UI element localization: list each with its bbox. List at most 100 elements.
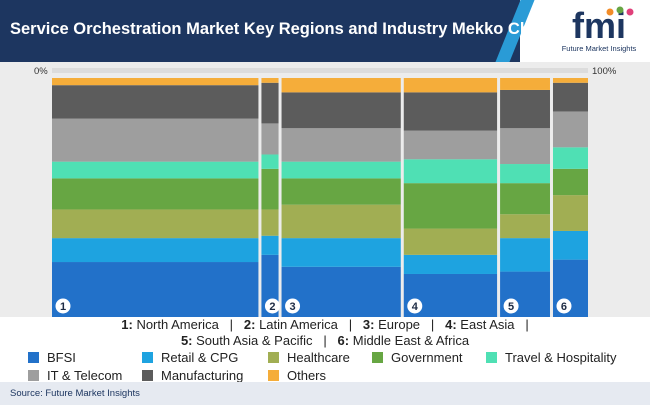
- mekko-segment: [552, 82, 588, 112]
- legend-swatch: [142, 370, 153, 381]
- mekko-segment: [281, 161, 401, 179]
- mekko-segment: [500, 238, 550, 272]
- legend-swatch: [268, 352, 279, 363]
- legend-item-travel-hospitality: Travel & Hospitality: [486, 350, 617, 365]
- logo-dot-orange: [606, 8, 614, 16]
- region-marker: [407, 298, 423, 314]
- mekko-segment: [281, 238, 401, 267]
- region-marker-label: 4: [412, 301, 419, 313]
- mekko-segment: [281, 128, 401, 162]
- region-marker-label: 6: [561, 301, 567, 313]
- axis-end-label: 100%: [592, 66, 617, 77]
- mekko-segment: [552, 168, 588, 196]
- mekko-segment: [52, 161, 259, 179]
- region-name: North America: [136, 317, 219, 332]
- region-name: East Asia: [460, 317, 515, 332]
- region-separator: |: [229, 317, 234, 332]
- region-marker-label: 2: [269, 301, 275, 313]
- mekko-segment: [403, 130, 498, 160]
- series-legend-row-1: BFSI Retail & CPG Healthcare Government …: [28, 350, 648, 366]
- legend-swatch: [372, 352, 383, 363]
- mekko-segment: [281, 178, 401, 205]
- mekko-segment: [403, 159, 498, 184]
- mekko-segment: [52, 85, 259, 119]
- legend-label: Travel & Hospitality: [505, 350, 617, 365]
- region-name: Europe: [378, 317, 421, 332]
- mekko-segment: [52, 78, 259, 86]
- region-name: South Asia & Pacific: [196, 333, 313, 348]
- source-note: Source: Future Market Insights: [10, 388, 140, 399]
- regions-legend-line-2: 5: South Asia & Pacific | 6: Middle East…: [0, 333, 650, 348]
- region-separator: |: [348, 317, 353, 332]
- mekko-segment: [552, 111, 588, 148]
- logo-letters: fmi: [572, 6, 626, 46]
- mekko-segment: [500, 78, 550, 90]
- mekko-segment: [261, 154, 279, 169]
- legend-label: Healthcare: [287, 350, 350, 365]
- mekko-segment: [261, 78, 279, 83]
- chart-title: Service Orchestration Market Key Regions…: [10, 20, 597, 38]
- mekko-segment: [500, 89, 550, 129]
- mekko-segment: [403, 92, 498, 131]
- region-name: Latin America: [259, 317, 338, 332]
- legend-label: Manufacturing: [161, 368, 244, 383]
- region-marker: [264, 298, 280, 314]
- logo-caption: Future Market Insights: [561, 44, 637, 53]
- mekko-segment: [261, 209, 279, 236]
- legend-label: BFSI: [47, 350, 76, 365]
- legend-swatch: [486, 352, 497, 363]
- region-num: 4:: [445, 317, 457, 332]
- legend-item-healthcare: Healthcare: [268, 350, 350, 365]
- mekko-chart: 1 2 3 4 5 6: [52, 68, 588, 317]
- region-separator: |: [323, 333, 327, 348]
- mekko-segment: [281, 204, 401, 239]
- region-marker-label: 5: [508, 301, 514, 313]
- legend-label: Others: [287, 368, 327, 383]
- mekko-segment: [261, 168, 279, 210]
- mekko-segment: [52, 209, 259, 239]
- legend-item-it-telecom: IT & Telecom: [28, 368, 122, 383]
- region-num: 6:: [337, 333, 350, 348]
- legend-item-government: Government: [372, 350, 463, 365]
- mekko-segment: [261, 82, 279, 124]
- mekko-segment: [403, 228, 498, 255]
- legend-label: Government: [391, 350, 463, 365]
- axis-start-label: 0%: [34, 66, 48, 77]
- mekko-segment: [261, 235, 279, 255]
- legend-swatch: [28, 370, 39, 381]
- region-separator: |: [430, 317, 435, 332]
- mekko-segment: [403, 254, 498, 274]
- logo-dot-pink: [626, 8, 634, 16]
- mekko-segment: [52, 238, 259, 263]
- mekko-segment: [552, 230, 588, 260]
- logo-dot-green: [616, 6, 624, 14]
- mekko-segment: [403, 78, 498, 93]
- mekko-segment: [552, 78, 588, 83]
- legend-item-bfsi: BFSI: [28, 350, 76, 365]
- regions-legend-line-1: 1: North America | 2: Latin America | 3:…: [0, 317, 650, 332]
- mekko-segment: [261, 123, 279, 155]
- legend-label: IT & Telecom: [47, 368, 123, 383]
- footer: Source: Future Market Insights: [0, 382, 650, 405]
- region-marker: [556, 298, 572, 314]
- mekko-segment: [500, 164, 550, 184]
- fmi-logo: fmi: [572, 6, 634, 46]
- mekko-segment: [500, 214, 550, 239]
- region-marker-label: 3: [289, 301, 295, 313]
- region-num: 2:: [243, 317, 256, 332]
- legend-item-retail-cpg: Retail & CPG: [142, 350, 238, 365]
- legend-swatch: [28, 352, 39, 363]
- region-num: 3:: [362, 317, 375, 332]
- mekko-segment: [52, 178, 259, 210]
- series-legend-row-2: IT & Telecom Manufacturing Others: [28, 368, 648, 384]
- mekko-segment: [52, 262, 259, 317]
- mekko-segment: [281, 78, 401, 93]
- mekko-segment: [552, 147, 588, 169]
- legend-item-manufacturing: Manufacturing: [142, 368, 243, 383]
- region-marker: [503, 298, 519, 314]
- region-num: 1:: [121, 317, 133, 332]
- mekko-segment: [281, 266, 401, 317]
- mekko-segment: [281, 92, 401, 129]
- region-separator: |: [525, 317, 529, 332]
- mekko-segment: [500, 183, 550, 215]
